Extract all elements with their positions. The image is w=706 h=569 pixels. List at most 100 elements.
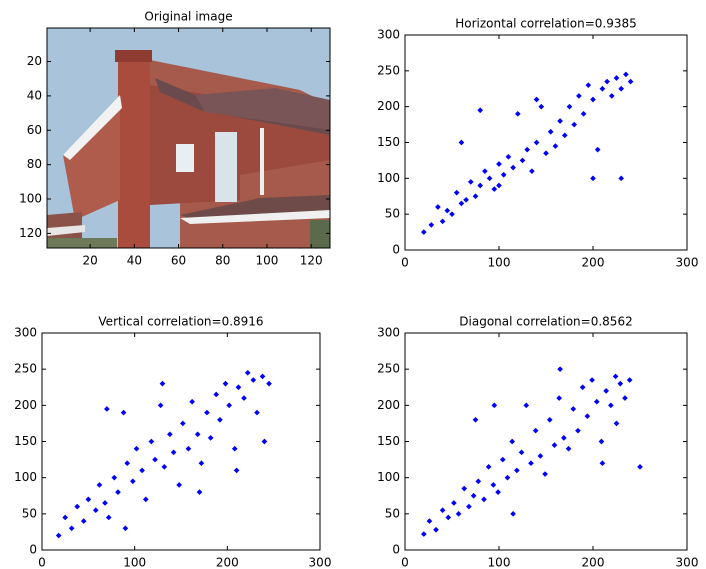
y-tick-label: 300 bbox=[377, 28, 400, 42]
point bbox=[626, 377, 633, 383]
point bbox=[115, 489, 121, 495]
point bbox=[231, 445, 238, 452]
point bbox=[213, 391, 220, 398]
point bbox=[455, 511, 462, 517]
point bbox=[470, 492, 477, 499]
point bbox=[244, 369, 251, 376]
point bbox=[557, 366, 563, 372]
point bbox=[472, 193, 479, 200]
point bbox=[152, 456, 158, 463]
point bbox=[250, 377, 257, 383]
point bbox=[504, 474, 511, 481]
point bbox=[74, 503, 81, 510]
point bbox=[475, 478, 482, 485]
point bbox=[92, 507, 99, 514]
y-tick-label: 80 bbox=[27, 157, 42, 171]
x-tick-label: 0 bbox=[38, 556, 46, 569]
point bbox=[627, 78, 634, 85]
x-tick-label: 0 bbox=[401, 556, 409, 569]
point bbox=[593, 398, 600, 405]
point bbox=[551, 442, 558, 448]
x-tick-label: 60 bbox=[171, 254, 186, 268]
point bbox=[598, 438, 605, 445]
x-tick-label: 100 bbox=[256, 254, 279, 268]
point bbox=[449, 211, 455, 217]
point bbox=[514, 467, 520, 474]
point bbox=[261, 438, 268, 445]
point bbox=[185, 445, 192, 452]
point bbox=[102, 500, 108, 506]
point bbox=[189, 398, 195, 405]
point bbox=[233, 467, 240, 474]
point bbox=[451, 500, 457, 506]
point bbox=[571, 121, 578, 128]
point bbox=[529, 168, 535, 174]
y-tick-label: 250 bbox=[377, 63, 400, 77]
y-tick-label: 300 bbox=[377, 326, 400, 340]
x-tick-label: 0 bbox=[401, 256, 409, 270]
point bbox=[439, 507, 446, 514]
y-tick-label: 0 bbox=[29, 543, 37, 557]
point bbox=[196, 489, 203, 495]
point bbox=[599, 460, 606, 467]
x-tick-label: 40 bbox=[127, 254, 142, 268]
point bbox=[589, 377, 595, 383]
point bbox=[157, 402, 164, 409]
point bbox=[510, 511, 516, 517]
y-tick-label: 200 bbox=[377, 99, 400, 113]
point bbox=[603, 388, 609, 394]
x-tick-label: 100 bbox=[488, 556, 511, 569]
point bbox=[557, 118, 563, 124]
x-tick-label: 300 bbox=[676, 256, 699, 270]
y-tick-label: 100 bbox=[19, 192, 42, 206]
point bbox=[204, 409, 210, 416]
point bbox=[496, 182, 502, 189]
point bbox=[485, 463, 492, 470]
x-tick-label: 100 bbox=[123, 556, 146, 569]
y-tick-label: 250 bbox=[377, 362, 400, 376]
point bbox=[198, 460, 205, 467]
point bbox=[537, 453, 544, 459]
point bbox=[439, 218, 446, 225]
point bbox=[486, 175, 493, 182]
point bbox=[159, 380, 166, 387]
point bbox=[133, 445, 140, 452]
point bbox=[604, 78, 610, 85]
point bbox=[124, 460, 131, 467]
y-tick-label: 50 bbox=[22, 506, 37, 520]
point bbox=[170, 449, 177, 456]
point bbox=[235, 384, 242, 391]
point bbox=[637, 463, 643, 470]
y-tick-label: 100 bbox=[377, 171, 400, 185]
chart-title: Original image bbox=[144, 10, 232, 24]
point bbox=[561, 435, 567, 441]
point bbox=[618, 175, 625, 182]
point bbox=[613, 420, 620, 427]
y-tick-label: 40 bbox=[27, 88, 42, 102]
point bbox=[426, 518, 433, 524]
point bbox=[129, 478, 136, 485]
point bbox=[428, 222, 435, 228]
point bbox=[585, 82, 592, 88]
point bbox=[420, 531, 427, 537]
y-tick-label: 150 bbox=[14, 434, 37, 448]
y-tick-label: 300 bbox=[14, 326, 37, 340]
point bbox=[105, 514, 112, 521]
point bbox=[510, 164, 516, 171]
point bbox=[500, 171, 507, 178]
point bbox=[519, 157, 526, 164]
point bbox=[477, 107, 484, 114]
point bbox=[241, 395, 247, 401]
x-tick-label: 120 bbox=[300, 254, 323, 268]
point bbox=[472, 416, 479, 423]
point bbox=[266, 380, 272, 387]
point bbox=[575, 427, 581, 434]
point bbox=[80, 518, 87, 524]
point bbox=[120, 409, 127, 416]
point bbox=[491, 186, 498, 192]
point bbox=[542, 471, 548, 477]
point bbox=[514, 111, 521, 117]
point bbox=[481, 496, 487, 503]
point bbox=[139, 467, 145, 474]
